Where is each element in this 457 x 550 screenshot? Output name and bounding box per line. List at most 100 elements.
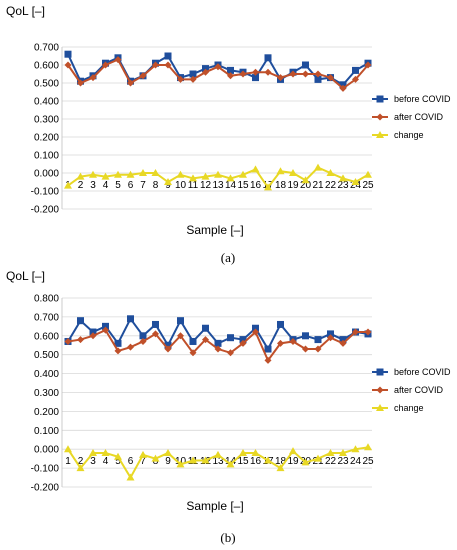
- data-point: [77, 336, 84, 344]
- data-point: [239, 336, 247, 344]
- y-tick-label: 0.400: [34, 97, 59, 108]
- data-point: [202, 336, 209, 344]
- data-point: [264, 456, 272, 464]
- data-point: [176, 170, 185, 178]
- data-point: [364, 328, 372, 336]
- data-point: [164, 345, 172, 353]
- y-axis-title: QoL [–]: [6, 4, 45, 18]
- data-point: [64, 61, 72, 69]
- data-point: [264, 183, 272, 191]
- data-point: [277, 74, 284, 82]
- data-point: [339, 339, 347, 347]
- data-point: [189, 174, 197, 182]
- data-point: [114, 170, 122, 178]
- data-point: [214, 63, 222, 71]
- data-point: [202, 65, 209, 73]
- data-point: [176, 460, 185, 468]
- y-tick-label: 0.300: [34, 388, 59, 399]
- data-point: [339, 336, 347, 344]
- data-point: [89, 328, 97, 336]
- x-tick-label: 14: [225, 180, 237, 191]
- legend-marker: [376, 404, 384, 411]
- legend-marker: [376, 368, 384, 376]
- data-point: [302, 332, 309, 340]
- data-point: [101, 448, 110, 456]
- data-point: [177, 332, 184, 340]
- data-point: [189, 70, 197, 78]
- data-point: [127, 315, 134, 323]
- data-point: [352, 75, 359, 83]
- y-tick-label: 0.800: [34, 294, 59, 305]
- x-tick-label: 23: [337, 180, 349, 191]
- y-tick-label: 0.500: [34, 350, 59, 361]
- x-tick-label: 13: [212, 180, 224, 191]
- y-axis-title: QoL [–]: [6, 269, 45, 283]
- data-point: [227, 72, 234, 80]
- data-point: [89, 448, 97, 456]
- data-point: [64, 50, 72, 58]
- x-tick-label: 20: [300, 180, 312, 191]
- x-tick-label: 19: [287, 456, 299, 467]
- data-point: [314, 75, 322, 83]
- legend-marker: [376, 386, 384, 394]
- y-tick-label: -0.100: [31, 187, 60, 198]
- data-point: [177, 317, 184, 325]
- x-tick-label: 8: [153, 456, 159, 467]
- y-tick-label: 0.200: [34, 407, 59, 418]
- y-tick-label: 0.000: [34, 169, 59, 180]
- x-tick-label: 15: [237, 180, 249, 191]
- data-point: [251, 165, 260, 173]
- y-tick-label: 0.500: [34, 79, 59, 90]
- data-point: [327, 334, 334, 342]
- data-point: [214, 170, 222, 178]
- data-point: [164, 448, 172, 456]
- x-tick-label: 5: [115, 456, 121, 467]
- x-tick-label: 4: [103, 180, 109, 191]
- data-point: [227, 349, 234, 357]
- legend-entry: change: [394, 130, 424, 140]
- x-tick-label: 10: [175, 180, 187, 191]
- x-tick-label: 16: [250, 456, 262, 467]
- data-point: [352, 66, 359, 74]
- data-point: [226, 460, 235, 468]
- data-point: [114, 56, 122, 64]
- data-point: [252, 74, 259, 82]
- x-tick-label: 11: [188, 180, 199, 191]
- data-point: [239, 70, 247, 78]
- x-tick-label: 6: [128, 180, 134, 191]
- data-point: [301, 458, 310, 466]
- data-point: [114, 452, 122, 460]
- x-tick-label: 21: [312, 180, 324, 191]
- data-point: [364, 443, 372, 451]
- data-point: [201, 172, 210, 180]
- x-tick-label: 13: [212, 456, 224, 467]
- data-point: [314, 345, 322, 353]
- data-point: [164, 178, 172, 185]
- x-tick-label: 24: [350, 456, 362, 467]
- y-tick-label: 0.700: [34, 43, 59, 54]
- legend-marker: [376, 131, 384, 138]
- data-point: [339, 174, 347, 182]
- data-point: [227, 334, 234, 342]
- x-tick-label: 8: [153, 180, 159, 191]
- data-point: [189, 337, 197, 345]
- data-point: [252, 324, 259, 332]
- data-point: [152, 320, 159, 328]
- data-point: [327, 74, 334, 82]
- data-point: [139, 450, 147, 458]
- data-point: [139, 337, 147, 345]
- x-tick-label: 7: [140, 180, 146, 191]
- data-point: [364, 170, 372, 178]
- data-point: [302, 345, 309, 353]
- data-point: [289, 169, 297, 176]
- data-point: [189, 349, 197, 357]
- data-point: [289, 447, 297, 455]
- data-point: [239, 170, 247, 178]
- y-tick-label: 0.200: [34, 133, 59, 144]
- data-point: [277, 339, 284, 347]
- data-point: [177, 75, 184, 83]
- y-tick-label: 0.000: [34, 445, 59, 456]
- x-tick-label: 5: [115, 180, 121, 191]
- data-point: [114, 347, 122, 355]
